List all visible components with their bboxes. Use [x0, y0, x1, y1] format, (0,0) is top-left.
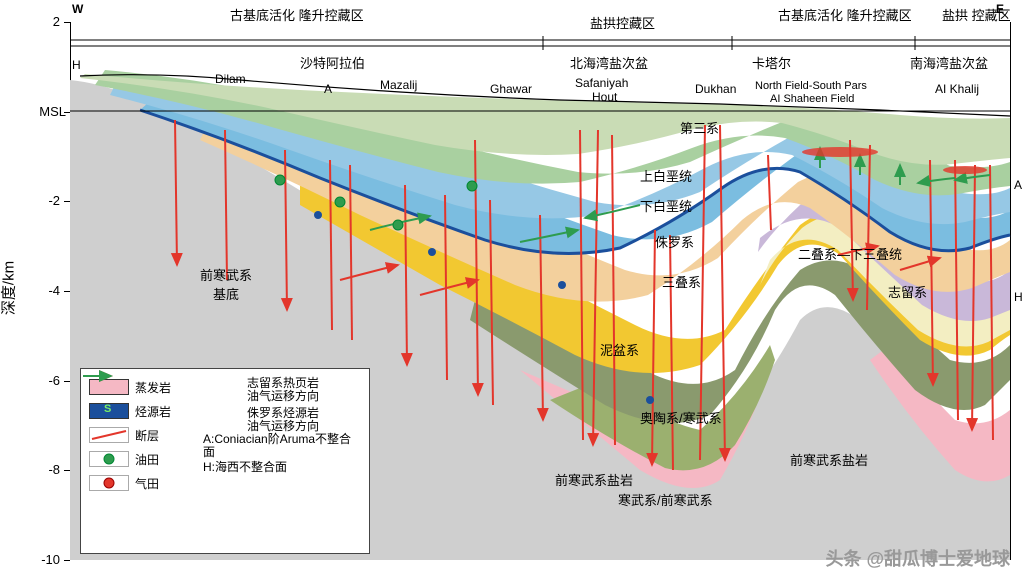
marker-H-right: H: [1014, 290, 1023, 304]
label-tertiary: 第三系: [680, 118, 719, 137]
y-tick: -8: [32, 462, 60, 477]
marker-H-left: H: [72, 58, 81, 72]
legend-mig-jur: 侏罗系烃源岩 油气运移方向: [247, 407, 361, 433]
legend-note-a: A:Coniacian阶Aruma不整合面: [203, 433, 361, 459]
loc-hout: Hout: [592, 90, 617, 104]
loc-northfield: North Field-South Pars: [755, 80, 867, 92]
legend-source-rock: 烃源岩: [135, 403, 171, 420]
loc-dukhan: Dukhan: [695, 82, 736, 96]
swatch-source-rock: S: [89, 403, 129, 419]
y-tick: -6: [32, 373, 60, 388]
label-devonian: 泥盆系: [600, 340, 639, 359]
label-salt-w: 前寒武系盐岩: [555, 470, 633, 489]
loc-ghawar: Ghawar: [490, 82, 532, 96]
legend-oil: 油田: [135, 451, 159, 468]
label-jurassic: 侏罗系: [655, 232, 694, 251]
swatch-fault: [89, 427, 129, 443]
loc-mazalij: Mazalij: [380, 78, 417, 92]
marker-W: W: [72, 2, 83, 16]
y-tick: -4: [32, 283, 60, 298]
y-tick: -10: [32, 552, 60, 567]
legend-note-h: H:海西不整合面: [203, 461, 361, 474]
y-tick: 2: [32, 14, 60, 29]
legend-fault: 断层: [135, 427, 159, 444]
zone-label-3: 古基底活化 隆升控藏区: [778, 8, 912, 24]
legend-box: 蒸发岩 S 烃源岩 断层 油田 气田 志留系热页岩 油气运移方向 侏罗系烃源岩 油…: [80, 368, 370, 554]
loc-safaniyah: Safaniyah: [575, 76, 628, 90]
zone-label-2: 盐拱控藏区: [590, 16, 655, 32]
label-silurian: 志留系: [888, 282, 927, 301]
legend-evaporite: 蒸发岩: [135, 379, 171, 396]
arrow-mig-sil: [203, 383, 241, 397]
y-tick-mark: [64, 22, 70, 23]
cross-section-chart: 深度/km: [0, 0, 1024, 575]
y-tick-mark: [64, 201, 70, 202]
zone-bar: [70, 36, 1010, 50]
y-tick: -2: [32, 193, 60, 208]
label-lower-cret: 下白垩统: [640, 196, 692, 215]
y-tick-mark: [64, 381, 70, 382]
zone-label-4: 盐拱 控藏区: [942, 8, 1011, 24]
label-perm-tri: 二叠系—下三叠统: [798, 244, 902, 263]
label-ord-camb: 奥陶系/寒武系: [640, 408, 722, 427]
label-basement: 前寒武系 基底: [200, 265, 252, 303]
label-salt-e: 前寒武系盐岩: [790, 450, 868, 469]
label-triassic: 三叠系: [662, 272, 701, 291]
label-camb-precamb: 寒武系/前寒武系: [618, 490, 713, 509]
zone-label-1: 古基底活化 隆升控藏区: [230, 8, 364, 24]
country-sa: 沙特阿拉伯: [300, 56, 365, 72]
msl-label: MSL: [32, 104, 66, 119]
loc-dilam: Dilam: [215, 72, 246, 86]
y-tick-mark: [64, 470, 70, 471]
legend-mig-sil: 志留系热页岩 油气运移方向: [247, 377, 361, 403]
legend-gas: 气田: [135, 475, 159, 492]
loc-alkhalij: AI Khalij: [935, 82, 979, 96]
basin-north: 北海湾盐次盆: [570, 56, 648, 72]
y-tick-mark: [64, 560, 70, 561]
loc-shaheen: AI Shaheen Field: [770, 93, 854, 105]
marker-A-inline: A: [324, 82, 332, 96]
country-qa: 卡塔尔: [752, 56, 791, 72]
swatch-gas: [89, 475, 129, 491]
basin-south: 南海湾盐次盆: [910, 56, 988, 72]
arrow-mig-jur: [203, 413, 241, 427]
swatch-oil: [89, 451, 129, 467]
label-upper-cret: 上白垩统: [640, 166, 692, 185]
y-tick-mark: [64, 291, 70, 292]
watermark: 头条 @甜瓜博士爱地球: [825, 545, 1010, 571]
marker-A-right: A: [1014, 178, 1022, 192]
